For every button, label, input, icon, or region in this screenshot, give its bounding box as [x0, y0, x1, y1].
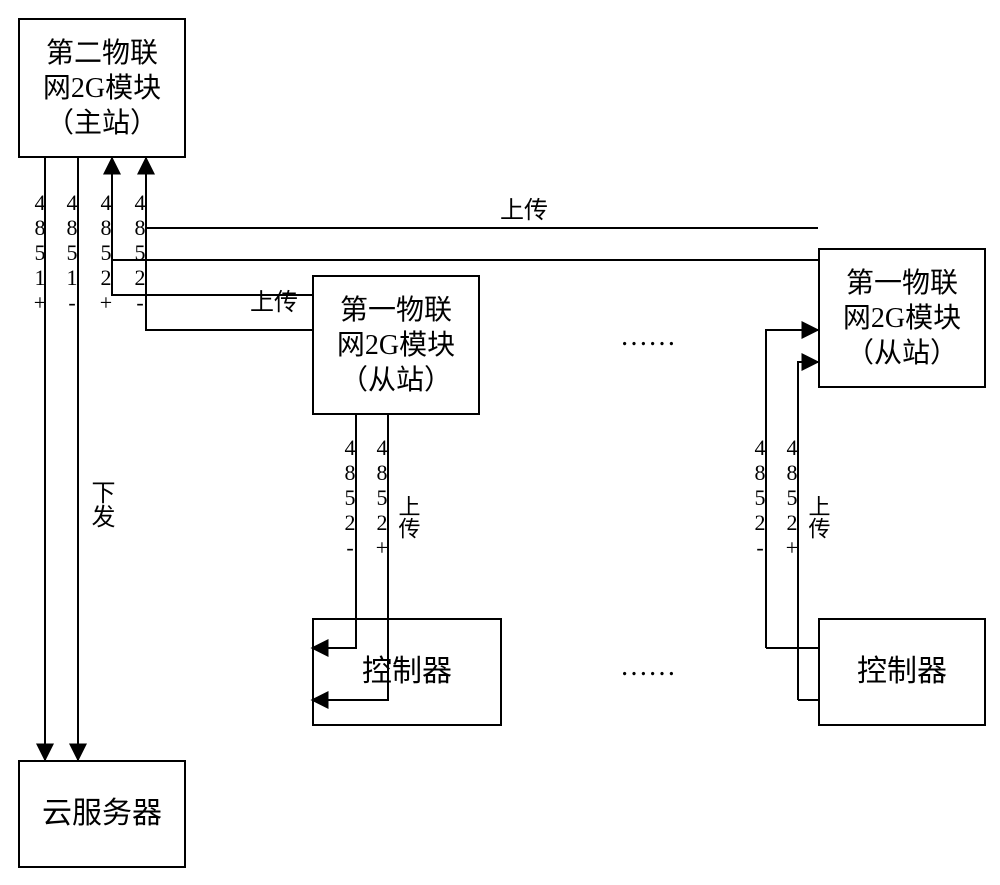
label-p4852p_c: 4852+ — [780, 435, 805, 560]
label-xiafa: 下发 — [87, 480, 115, 528]
label-p4852m_a: 4852- — [128, 190, 153, 315]
node-master-label: 第二物联 网2G模块 （主站） — [43, 36, 161, 141]
label-dots2: …… — [620, 651, 676, 682]
label-p4852p_b: 4852+ — [370, 435, 395, 560]
label-layer: 4851+4851-4852+4852-下发上传上传4852-4852+上传48… — [28, 190, 831, 682]
arrow-slave1_to_ctrl1_a — [312, 415, 356, 648]
node-slave-1-label: 第一物联 网2G模块 （从站） — [337, 293, 455, 398]
node-cloud-server-label: 云服务器 — [42, 795, 162, 833]
node-controller-1: 控制器 — [312, 618, 502, 726]
node-controller-2-label: 控制器 — [857, 653, 947, 691]
label-upload_mid: 上传 — [250, 289, 298, 316]
arrow-ctrl2_to_slave2_b — [798, 362, 818, 700]
node-slave-1: 第一物联 网2G模块 （从站） — [312, 275, 480, 415]
label-p4851m: 4851- — [60, 190, 85, 315]
node-controller-2: 控制器 — [818, 618, 986, 726]
node-slave-2-label: 第一物联 网2G模块 （从站） — [843, 266, 961, 371]
arrow-slave2_to_master_b — [146, 200, 818, 228]
node-controller-1-label: 控制器 — [362, 653, 452, 691]
arrow-ctrl2_to_slave2_a — [766, 330, 818, 648]
node-slave-2: 第一物联 网2G模块 （从站） — [818, 248, 986, 388]
node-cloud-server: 云服务器 — [18, 760, 186, 868]
label-upload_top: 上传 — [500, 197, 548, 224]
arrow-slave2_to_master_a — [112, 200, 818, 260]
arrow-slave1_to_master_b — [146, 158, 312, 330]
label-p4852m_c: 4852- — [748, 435, 773, 560]
label-dots1: …… — [620, 321, 676, 352]
label-p4852p_a: 4852+ — [94, 190, 119, 315]
label-upload_bl: 上传 — [396, 495, 421, 539]
label-p4852m_b: 4852- — [338, 435, 363, 560]
label-p4851p: 4851+ — [28, 190, 53, 315]
label-upload_br: 上传 — [806, 495, 831, 539]
node-master: 第二物联 网2G模块 （主站） — [18, 18, 186, 158]
diagram-stage: 第二物联 网2G模块 （主站） 第一物联 网2G模块 （从站） 第一物联 网2G… — [0, 0, 1000, 885]
arrow-slave1_to_master_a — [112, 158, 312, 295]
